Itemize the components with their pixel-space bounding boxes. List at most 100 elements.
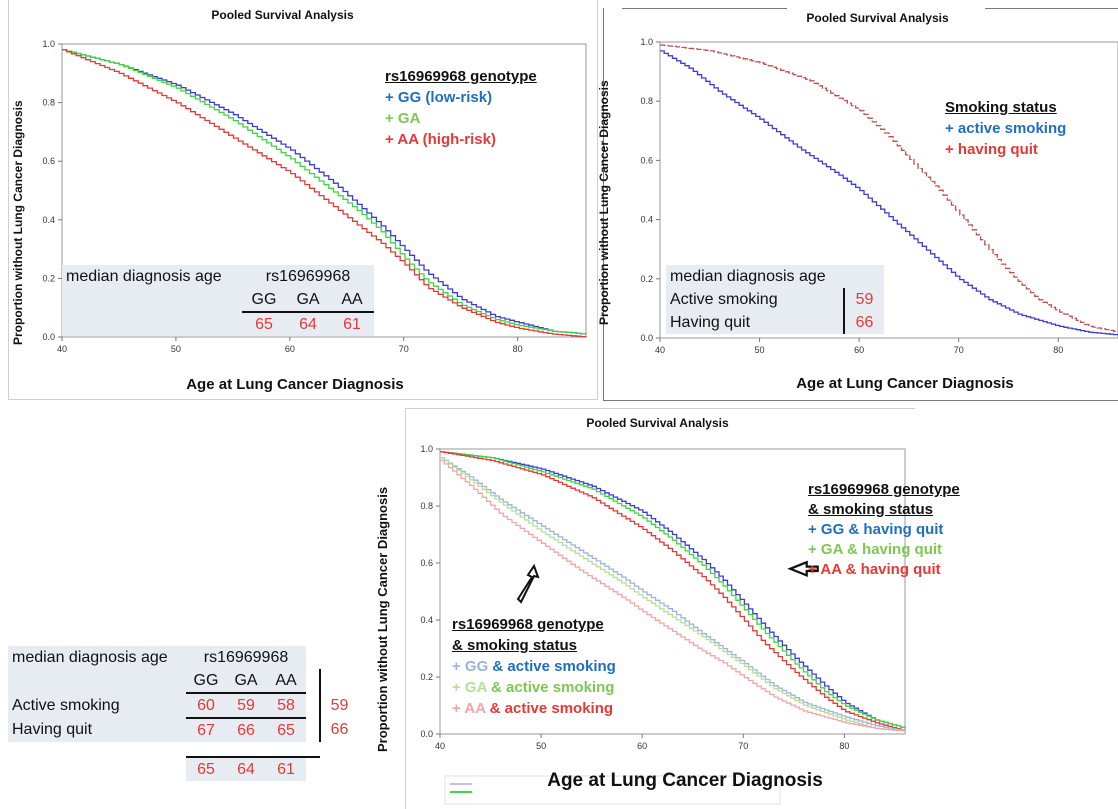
x-tick-label: 80 (839, 741, 849, 751)
legend-item-ga-active: + GA & active smoking (452, 679, 615, 696)
legend-item-gg-active: + GG & active smoking (452, 658, 616, 675)
y-tick-label: 0.6 (42, 156, 55, 166)
x-tick-label: 70 (954, 345, 964, 355)
table-value: 59 (226, 693, 266, 719)
table-value: 65 (266, 718, 306, 742)
table-value-gg: 65 (242, 312, 286, 336)
legend-item-ga-quit: + GA & having quit (808, 541, 943, 558)
x-tick-label: 80 (513, 344, 523, 354)
table-value-aa: 61 (330, 312, 374, 336)
x-tick-label: 80 (1053, 345, 1063, 355)
x-tick-label: 50 (171, 344, 181, 354)
panel-smoking (603, 8, 1118, 401)
series-line (440, 459, 906, 732)
legend-item-aa: + AA (high-risk) (385, 131, 496, 148)
legend-item-quit: + having quit (945, 141, 1038, 158)
legend-having-quit: rs16969968 genotype & smoking status + G… (808, 480, 960, 580)
chart-title: Pooled Survival Analysis (806, 11, 949, 25)
legend-subtitle: & smoking status (808, 501, 934, 518)
x-tick-label: 60 (854, 345, 864, 355)
plot-area-smoking: 40 50 60 70 80 0.0 0.2 0.4 0.6 0.8 1.0 (640, 37, 1118, 355)
table-col-aa: AA (330, 288, 374, 313)
table-value: 60 (186, 693, 226, 719)
table-pooled-value: 59 (319, 693, 358, 718)
y-tick-label: 0.2 (420, 672, 433, 682)
series-line (440, 456, 906, 732)
series-line (62, 49, 587, 335)
table-row-active: Active smoking (666, 288, 844, 311)
x-tick-label: 50 (536, 741, 546, 751)
table-label: median diagnosis age (62, 265, 242, 288)
series-line (660, 44, 1118, 333)
median-table-genotype: median diagnosis age rs16969968 GG GA AA… (62, 265, 374, 336)
legend-smoking: Smoking status + active smoking + having… (945, 97, 1066, 160)
table-value: 67 (186, 718, 226, 742)
series-line (440, 451, 906, 732)
legend-title: rs16969968 genotype (808, 481, 960, 498)
y-tick-label: 0.8 (640, 96, 653, 106)
legend-title: rs16969968 genotype (452, 616, 604, 633)
panel-genotype (8, 0, 598, 400)
y-tick-label: 0.6 (640, 155, 653, 165)
panel-top-rule (985, 8, 1118, 9)
table-col-gg: GG (242, 288, 286, 313)
table-row-active: Active smoking (8, 693, 186, 718)
legend-item-aa-active: + AA & active smoking (452, 700, 614, 717)
y-tick-label: 0.2 (640, 274, 653, 284)
series-line (440, 456, 906, 732)
x-tick-label: 60 (285, 344, 295, 354)
median-table-combined: median diagnosis age rs16969968 GG GA AA… (8, 646, 358, 781)
table-value-quit: 66 (843, 311, 884, 334)
y-tick-label: 1.0 (42, 39, 55, 49)
x-tick-label: 50 (755, 345, 765, 355)
x-tick-label: 70 (399, 344, 409, 354)
x-tick-label: 70 (738, 741, 748, 751)
table-col-ga: GA (226, 669, 266, 694)
table-total: 61 (266, 756, 306, 781)
x-axis-title: Age at Lung Cancer Diagnosis (796, 375, 1014, 392)
table-col-aa: AA (266, 669, 306, 694)
x-tick-label: 60 (637, 741, 647, 751)
y-tick-label: 1.0 (640, 37, 653, 47)
y-tick-label: 0.8 (42, 98, 55, 108)
x-tick-label: 40 (655, 345, 665, 355)
plot-area-combined: 40 50 60 70 80 0.0 0.2 0.4 0.6 0.8 1.0 (420, 444, 906, 805)
table-value-ga: 64 (286, 312, 330, 336)
legend-title: rs16969968 genotype (385, 68, 537, 85)
arrow-icon (787, 560, 819, 578)
plot-area-genotype: 40 50 60 70 80 0.0 0.2 0.4 0.6 0.8 1.0 (42, 39, 587, 354)
table-total: 64 (226, 756, 266, 781)
legend-item-aa-quit: + AA & having quit (808, 561, 941, 578)
series-line (440, 451, 906, 729)
legend-title: Smoking status (945, 99, 1057, 116)
table-label: median diagnosis age (8, 646, 186, 669)
chart-title: Pooled Survival Analysis (211, 8, 354, 22)
table-value: 58 (266, 693, 306, 719)
table-group: rs16969968 (186, 646, 306, 669)
y-tick-label: 0.4 (42, 215, 55, 225)
series-line (660, 50, 1118, 336)
table-total: 65 (186, 756, 226, 781)
table-group: rs16969968 (242, 265, 374, 288)
series-line (62, 49, 587, 338)
y-tick-label: 0.8 (420, 501, 433, 511)
median-table-smoking: median diagnosis age Active smoking 59 H… (666, 265, 884, 334)
y-tick-label: 0.0 (42, 332, 55, 342)
x-axis-title: Age at Lung Cancer Diagnosis (547, 770, 823, 791)
x-tick-label: 40 (57, 344, 67, 354)
y-tick-label: 0.2 (42, 273, 55, 283)
arrow-icon (516, 563, 540, 604)
table-label: median diagnosis age (666, 265, 844, 288)
x-tick-label: 40 (435, 741, 445, 751)
table-col-ga: GA (286, 288, 330, 313)
legend-item-active: + active smoking (945, 120, 1067, 137)
y-tick-label: 0.6 (420, 558, 433, 568)
y-tick-label: 0.0 (640, 333, 653, 343)
y-tick-label: 0.0 (420, 729, 433, 739)
y-tick-label: 0.4 (640, 215, 653, 225)
legend-active-smoking: rs16969968 genotype & smoking status + G… (452, 614, 616, 719)
series-line (62, 49, 587, 335)
table-value: 66 (226, 718, 266, 742)
table-row-quit: Having quit (666, 311, 844, 334)
legend-item-ga: + GA (385, 110, 421, 127)
